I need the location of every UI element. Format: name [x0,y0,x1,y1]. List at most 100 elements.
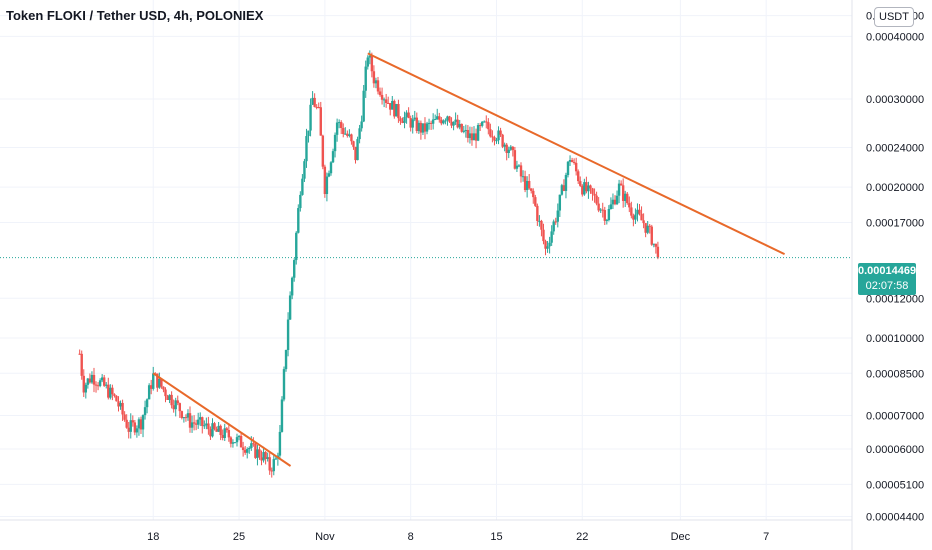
price-axis-tick-label: 0.00012000 [866,293,924,305]
candle-down [96,385,100,387]
candle-up [636,209,639,215]
candle-down [252,443,255,445]
candle-up [344,133,347,135]
time-axis-tick-label: 15 [490,531,502,543]
candle-up [615,195,619,205]
candle-up [266,457,269,459]
candle-down [176,400,179,404]
candle-down [201,417,204,426]
candle-up [646,225,649,233]
candle-down [601,209,604,211]
candle-up [444,120,447,122]
candle-up [599,209,602,211]
candle-down [574,162,578,172]
candle-down [156,373,159,388]
candle-up [425,123,429,132]
time-axis-tick-label: Dec [671,531,691,543]
candle-up [274,458,278,460]
candle-up [464,130,468,132]
candle-down [162,386,165,390]
candle-down [354,146,357,161]
candle-down [619,183,623,186]
candle-down [397,104,400,119]
candle-up [278,431,282,456]
candle-down [111,387,114,395]
candle-down [164,389,167,397]
candle-up [223,428,226,438]
time-axis-tick-label: 18 [147,531,159,543]
candle-up [105,384,108,386]
time-axis-tick-label: Nov [315,531,335,543]
candle-up [436,116,439,120]
candle-down [370,55,374,72]
price-axis-tick-label: 0.00008500 [866,368,924,380]
candle-up [141,415,145,430]
candle-down [380,94,384,100]
candle-up [137,419,141,429]
candle-up [295,232,298,261]
price-axis-tick-label: 0.00005100 [866,479,924,491]
price-axis-tick-label: 0.00006000 [866,444,924,456]
candle-up [305,136,308,162]
candle-down [536,205,539,222]
candle-down [149,385,153,389]
candle-down [438,116,441,120]
candle-down [180,411,184,418]
candle-up [521,176,525,178]
candle-up [446,116,449,121]
candle-down [315,106,318,108]
candle-up [421,123,425,133]
candle-up [256,449,259,458]
candle-up [509,146,512,150]
candle-up [362,90,365,122]
chart-title: Token FLOKI / Tether USD, 4h, POLONIEX [6,8,264,23]
candle-down [466,130,470,139]
time-axis-tick-label: 8 [408,531,414,543]
candle-up [199,417,202,420]
candle-up [145,399,149,408]
candle-up [568,159,572,162]
candle-up [237,435,241,438]
candle-up [309,104,312,131]
candle-up [358,128,361,140]
candle-up [566,161,570,175]
candle-down [121,402,124,415]
candle-up [158,378,161,388]
candle-up [168,394,171,400]
candle-up [235,437,239,443]
candle-down [184,417,188,419]
candle-up [211,423,214,437]
candle-down [638,209,641,214]
candle-down [429,122,433,124]
candle-up [403,116,406,123]
candle-down [579,181,582,186]
candle-up [583,182,586,195]
candle-down [387,102,390,104]
candle-up [109,387,112,398]
candle-down [519,165,523,177]
candle-down [448,116,451,122]
candle-up [311,97,314,105]
candle-down [340,122,343,129]
candle-down [644,223,647,233]
candle-down [378,91,382,95]
currency-unit-button[interactable]: USDT [874,7,914,27]
candle-up [119,402,122,407]
candle-up [431,119,435,124]
candle-down [107,384,110,398]
candle-down [572,162,576,164]
candle-down [133,422,137,433]
candle-up [458,123,461,128]
candle-down [317,107,320,109]
candle-up [152,373,155,389]
price-axis-tick-label: 0.00040000 [866,31,924,43]
candle-down [603,210,606,221]
candle-up [483,121,486,123]
candle-up [374,80,378,84]
trendline [152,372,292,467]
candle-up [301,178,304,195]
candle-up [217,425,220,432]
candle-down [544,241,547,249]
candle-down [80,353,83,376]
